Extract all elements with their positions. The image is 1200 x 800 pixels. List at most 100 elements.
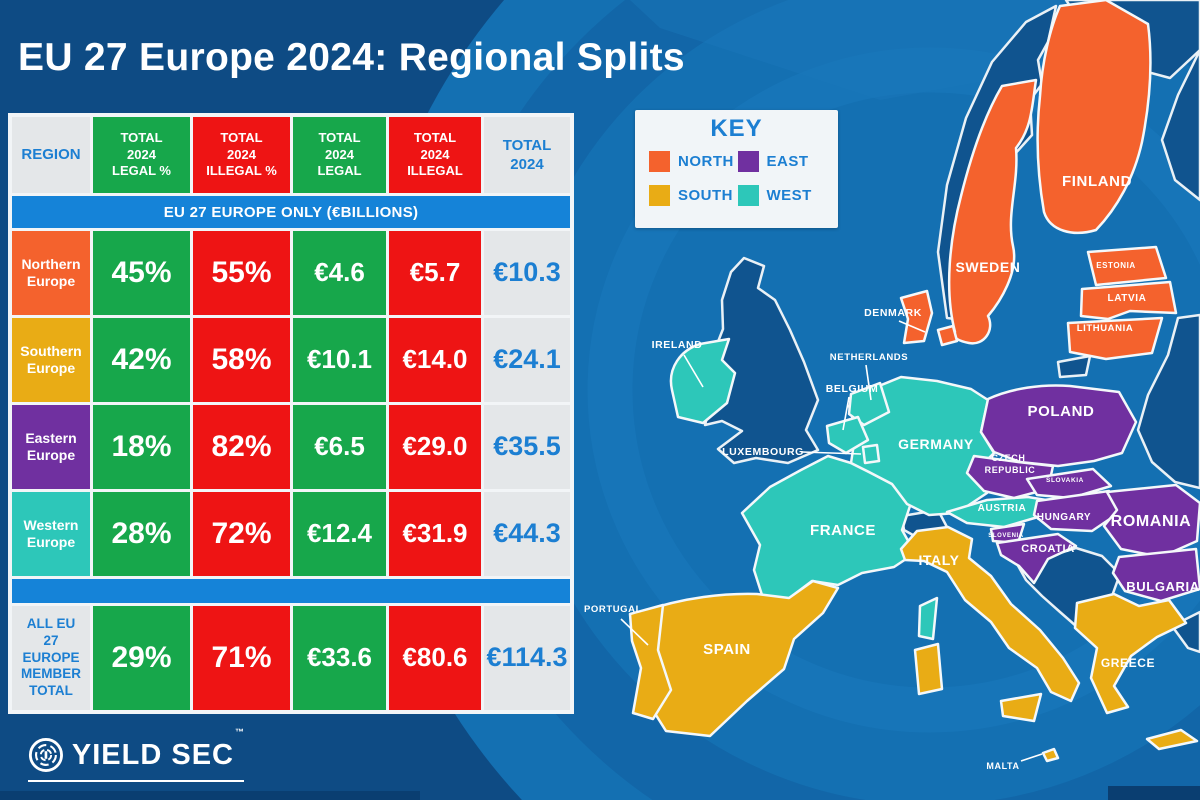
country-slovakia — [1025, 467, 1113, 500]
label-latvia: LATVIA — [1108, 293, 1147, 304]
table-cell: €14.0 — [389, 318, 481, 402]
label-denmark: DENMARK — [864, 307, 922, 319]
bottom-strip-left — [0, 791, 420, 800]
table-cell: €10.1 — [293, 318, 386, 402]
country-latvia — [1079, 280, 1178, 321]
table-divider-band — [12, 579, 570, 603]
east-color-swatch — [737, 151, 759, 172]
ireland-pointer-line — [683, 354, 704, 388]
table-section-band: EU 27 EUROPE ONLY (€BILLIONS) — [12, 196, 570, 228]
table-cell: €33.6 — [293, 606, 386, 710]
country-italy — [899, 525, 1081, 703]
north-countries — [899, 0, 1178, 361]
table-cell: 45% — [93, 231, 190, 315]
table-cell: 82% — [193, 405, 290, 489]
luxembourg-pointer-line — [801, 451, 862, 455]
label-luxembourg: LUXEMBOURG — [722, 446, 804, 458]
west-countries — [669, 337, 1048, 641]
east-countries — [965, 384, 1200, 603]
key-label: EAST — [766, 153, 809, 170]
table-cell: €29.0 — [389, 405, 481, 489]
callout-lines — [620, 320, 1043, 762]
row-label-western-europe: Western Europe — [12, 492, 90, 576]
table-cell: €10.3 — [484, 231, 570, 315]
country-sicily — [999, 692, 1043, 723]
country-estonia — [1086, 245, 1168, 287]
label-france: FRANCE — [810, 522, 876, 539]
label-finland: FINLAND — [1062, 173, 1132, 190]
label-estonia: ESTONIA — [1096, 261, 1136, 270]
table-cell: €80.6 — [389, 606, 481, 710]
label-sweden: SWEDEN — [955, 259, 1020, 275]
brand-name: YIELD SEC™ — [71, 727, 244, 772]
table-cell: €5.7 — [389, 231, 481, 315]
label-czech-line1: CZECH — [991, 453, 1025, 463]
label-ireland: IRELAND — [652, 339, 703, 351]
key-label: NORTH — [678, 153, 734, 170]
country-denmark-isles — [936, 324, 959, 347]
country-malta — [1041, 747, 1060, 763]
table-cell: 29% — [93, 606, 190, 710]
regional-splits-table: REGION TOTAL 2024 LEGAL % TOTAL 2024 ILL… — [8, 113, 574, 714]
country-spain — [639, 579, 840, 738]
label-czech-republic: CZECH REPUBLIC — [985, 453, 1036, 475]
label-bulgaria: BULGARIA — [1126, 579, 1199, 594]
country-netherlands — [847, 381, 891, 427]
label-czech-line2: REPUBLIC — [985, 465, 1036, 475]
column-header-total: TOTAL 2024 — [484, 117, 570, 193]
malta-pointer-line — [1020, 753, 1043, 762]
table-cell: 55% — [193, 231, 290, 315]
country-greece — [1073, 592, 1188, 715]
map-key: KEY NORTH EAST SOUTH WEST — [635, 110, 838, 228]
north-color-swatch — [649, 151, 670, 172]
column-header-illegal: TOTAL 2024 ILLEGAL — [389, 117, 481, 193]
key-entry-west: WEST — [737, 185, 827, 206]
table-cell: €12.4 — [293, 492, 386, 576]
label-austria: AUSTRIA — [978, 503, 1027, 514]
table-cell: 72% — [193, 492, 290, 576]
country-portugal — [628, 603, 673, 721]
row-label-southern-europe: Southern Europe — [12, 318, 90, 402]
column-header-illegal-pct: TOTAL 2024 ILLEGAL % — [193, 117, 290, 193]
label-hungary: HUNGARY — [1037, 512, 1091, 523]
country-sardinia — [913, 642, 944, 696]
row-label-eastern-europe: Eastern Europe — [12, 405, 90, 489]
table-cell: 42% — [93, 318, 190, 402]
table-cell: €44.3 — [484, 492, 570, 576]
label-romania: ROMANIA — [1111, 513, 1192, 530]
table-cell: 28% — [93, 492, 190, 576]
key-title: KEY — [710, 115, 763, 142]
table-cell: 58% — [193, 318, 290, 402]
country-belarus-ukraine — [1136, 313, 1200, 490]
table-cell: €4.6 — [293, 231, 386, 315]
country-crete — [1145, 728, 1199, 751]
south-countries — [628, 525, 1199, 763]
row-label-all-eu-total: ALL EU 27 EUROPE MEMBER TOTAL — [12, 606, 90, 710]
country-kaliningrad — [1056, 354, 1092, 379]
country-labels: SWEDEN FINLAND ESTONIA LATVIA LITHUANIA … — [584, 173, 1199, 771]
brand-name-text: YIELD SEC — [71, 738, 234, 771]
label-croatia: CROATIA — [1021, 543, 1075, 555]
south-color-swatch — [649, 185, 670, 206]
label-netherlands: NETHERLANDS — [830, 352, 908, 363]
country-luxembourg — [861, 443, 881, 465]
column-header-region: REGION — [12, 117, 90, 193]
key-entry-north: NORTH — [649, 151, 738, 172]
row-label-northern-europe: Northern Europe — [12, 231, 90, 315]
page-title: EU 27 Europe 2024: Regional Splits — [18, 36, 685, 79]
swirl-ring-light — [587, 47, 1200, 733]
country-lithuania — [1066, 316, 1164, 361]
label-portugal: PORTUGAL — [584, 604, 642, 615]
portugal-pointer-line — [620, 618, 649, 646]
table-cell: 18% — [93, 405, 190, 489]
label-italy: ITALY — [918, 552, 959, 568]
table-cell: €24.1 — [484, 318, 570, 402]
label-germany: GERMANY — [898, 436, 974, 452]
key-label: WEST — [766, 187, 812, 204]
country-denmark — [899, 289, 934, 345]
key-entries: NORTH EAST SOUTH WEST — [635, 143, 838, 206]
table-cell: 71% — [193, 606, 290, 710]
denmark-pointer-line — [898, 320, 926, 333]
key-entry-east: EAST — [737, 151, 827, 172]
country-sweden — [947, 78, 1038, 345]
